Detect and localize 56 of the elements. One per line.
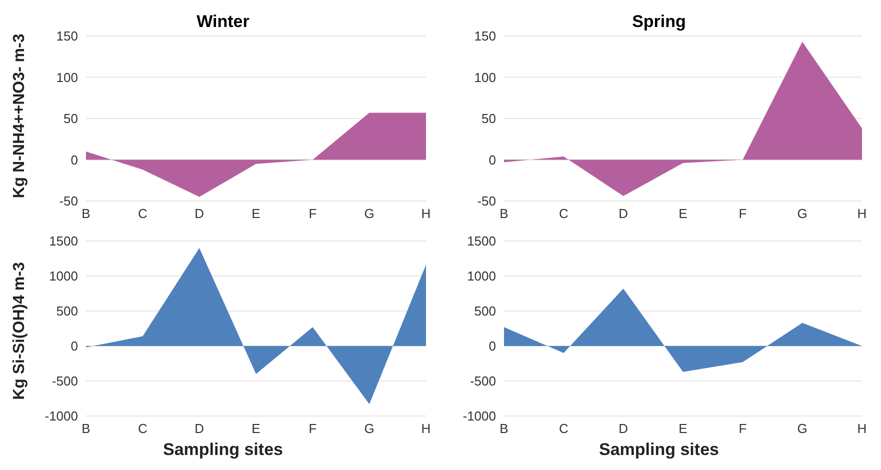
- x-tick-label: B: [500, 421, 508, 436]
- x-tick-label: B: [82, 206, 90, 222]
- y-tick-label: 1000: [49, 268, 78, 284]
- x-tick-label: D: [618, 206, 628, 222]
- y-tick-label: 1500: [467, 234, 496, 249]
- x-tick-label: B: [82, 421, 90, 436]
- y-tick-label: -500: [470, 374, 496, 389]
- x-tick-label: C: [558, 206, 568, 222]
- chart-title: Spring: [632, 12, 686, 31]
- x-tick-label: D: [194, 206, 204, 222]
- y-tick-label: 100: [56, 70, 78, 85]
- x-tick-label: G: [364, 206, 374, 222]
- y-axis-title: Kg Si-Si(OH)4 m-3: [11, 262, 29, 400]
- y-tick-label: -50: [59, 194, 78, 209]
- x-tick-label: F: [738, 421, 747, 436]
- y-tick-label: 0: [70, 338, 78, 354]
- x-tick-label: C: [558, 421, 568, 436]
- x-tick-label: G: [797, 421, 808, 436]
- y-tick-label: 150: [56, 28, 78, 44]
- x-tick-label: C: [138, 421, 148, 436]
- x-tick-label: D: [194, 421, 204, 436]
- y-tick-label: 0: [70, 152, 78, 168]
- x-tick-label: F: [308, 421, 317, 436]
- y-tick-label: 500: [56, 304, 78, 319]
- y-tick-label: -1000: [462, 408, 496, 424]
- y-tick-label: 150: [474, 28, 496, 44]
- y-tick-label: -500: [52, 374, 78, 389]
- x-tick-label: G: [797, 206, 808, 222]
- y-tick-label: 1500: [49, 234, 78, 249]
- x-tick-label: D: [618, 421, 628, 436]
- x-tick-label: H: [857, 206, 867, 222]
- x-tick-label: G: [364, 421, 374, 436]
- y-tick-label: -50: [477, 194, 496, 209]
- y-tick-label: 1000: [467, 268, 496, 284]
- y-tick-label: 50: [64, 111, 78, 126]
- x-tick-label: H: [421, 206, 431, 222]
- y-tick-label: 0: [488, 152, 496, 168]
- x-axis-title: Sampling sites: [598, 440, 720, 460]
- x-tick-label: E: [252, 206, 261, 222]
- y-tick-label: 100: [474, 70, 496, 85]
- x-tick-label: E: [252, 421, 261, 436]
- x-tick-label: H: [857, 421, 867, 436]
- x-tick-label: F: [738, 206, 747, 222]
- x-tick-label: E: [678, 421, 688, 436]
- x-tick-label: E: [678, 206, 688, 222]
- y-tick-label: 50: [482, 111, 496, 126]
- chart-title: Winter: [196, 12, 250, 31]
- x-tick-label: C: [138, 206, 148, 222]
- x-axis-title: Sampling sites: [162, 440, 284, 460]
- y-tick-label: -1000: [44, 408, 78, 424]
- x-tick-label: F: [308, 206, 317, 222]
- y-tick-label: 0: [488, 338, 496, 354]
- y-axis-title: Kg N-NH4++NO3- m-3: [11, 33, 29, 198]
- x-tick-label: H: [421, 421, 431, 436]
- y-tick-label: 500: [474, 304, 496, 319]
- x-tick-label: B: [500, 206, 508, 222]
